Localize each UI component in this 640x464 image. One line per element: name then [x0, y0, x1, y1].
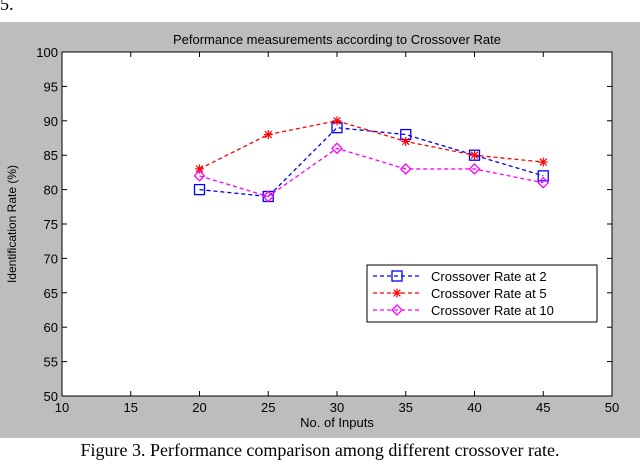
- plot-area: [61, 51, 613, 397]
- legend-label: Crossover Rate at 10: [431, 303, 554, 318]
- figure-panel: Peformance measurements according to Cro…: [0, 22, 640, 438]
- data-point-star: [332, 116, 342, 126]
- x-axis-label: No. of Inputs: [300, 415, 374, 430]
- y-tick-label: 90: [44, 114, 58, 129]
- chart-title: Peformance measurements according to Cro…: [173, 32, 501, 47]
- x-tick-label: 25: [261, 400, 275, 415]
- x-tick-label: 10: [55, 400, 69, 415]
- x-tick-label: 40: [467, 400, 481, 415]
- data-point-square: [193, 183, 206, 196]
- data-point-square: [468, 149, 481, 161]
- page-fragment-text: 5.: [0, 0, 14, 14]
- y-tick-label: 80: [44, 183, 58, 198]
- y-tick-label: 50: [44, 389, 58, 404]
- x-tick-label: 15: [124, 400, 138, 415]
- x-tick-label: 35: [399, 400, 413, 415]
- axis-ticks: 10 15 20 25 30 35 40 45 50 50 55 60 65 70 75 80 85 90 95 10…: [36, 45, 619, 415]
- data-point-diamond: [262, 190, 275, 203]
- line-chart: Peformance measurements according to Cro…: [5, 32, 619, 430]
- series-line-3: [199, 147, 544, 198]
- data-point-star: [470, 150, 479, 160]
- data-point-star: [538, 157, 548, 167]
- y-tick-label: 85: [44, 148, 58, 163]
- legend-marker-square: [391, 270, 403, 282]
- data-point-star: [263, 130, 273, 140]
- data-point-star: [195, 164, 204, 174]
- y-tick-label: 55: [44, 355, 58, 370]
- data-point-square: [537, 170, 549, 182]
- series-line-1: [199, 127, 544, 198]
- legend-label: Crossover Rate at 5: [431, 286, 547, 301]
- y-tick-label: 95: [44, 79, 58, 94]
- y-axis-label: Identification Rate (%): [5, 165, 19, 283]
- y-tick-label: 70: [44, 251, 58, 266]
- x-tick-label: 20: [192, 400, 206, 415]
- series-line-2: [199, 120, 544, 170]
- x-tick-label: 50: [605, 400, 619, 415]
- figure-caption: Figure 3. Performance comparison among d…: [80, 440, 560, 460]
- legend-label: Crossover Rate at 2: [431, 269, 547, 284]
- y-tick-label: 65: [44, 286, 58, 301]
- legend-box: [366, 264, 598, 323]
- data-point-star: [401, 136, 411, 146]
- x-tick-label: 45: [536, 400, 550, 415]
- legend-marker-diamond: [391, 304, 403, 316]
- data-point-diamond: [468, 163, 481, 175]
- legend: Crossover Rate at 2 Crossover Rate at 5 Cr…: [366, 264, 598, 323]
- series-group: [193, 116, 550, 203]
- data-point-diamond: [399, 163, 412, 175]
- data-point-diamond: [193, 169, 206, 182]
- y-tick-label: 75: [44, 217, 58, 232]
- data-point-diamond: [331, 142, 343, 155]
- legend-marker-star: [392, 288, 402, 298]
- x-tick-label: 30: [330, 400, 344, 415]
- y-tick-label: 100: [36, 45, 58, 60]
- y-tick-label: 60: [44, 320, 58, 335]
- data-point-diamond: [537, 176, 550, 189]
